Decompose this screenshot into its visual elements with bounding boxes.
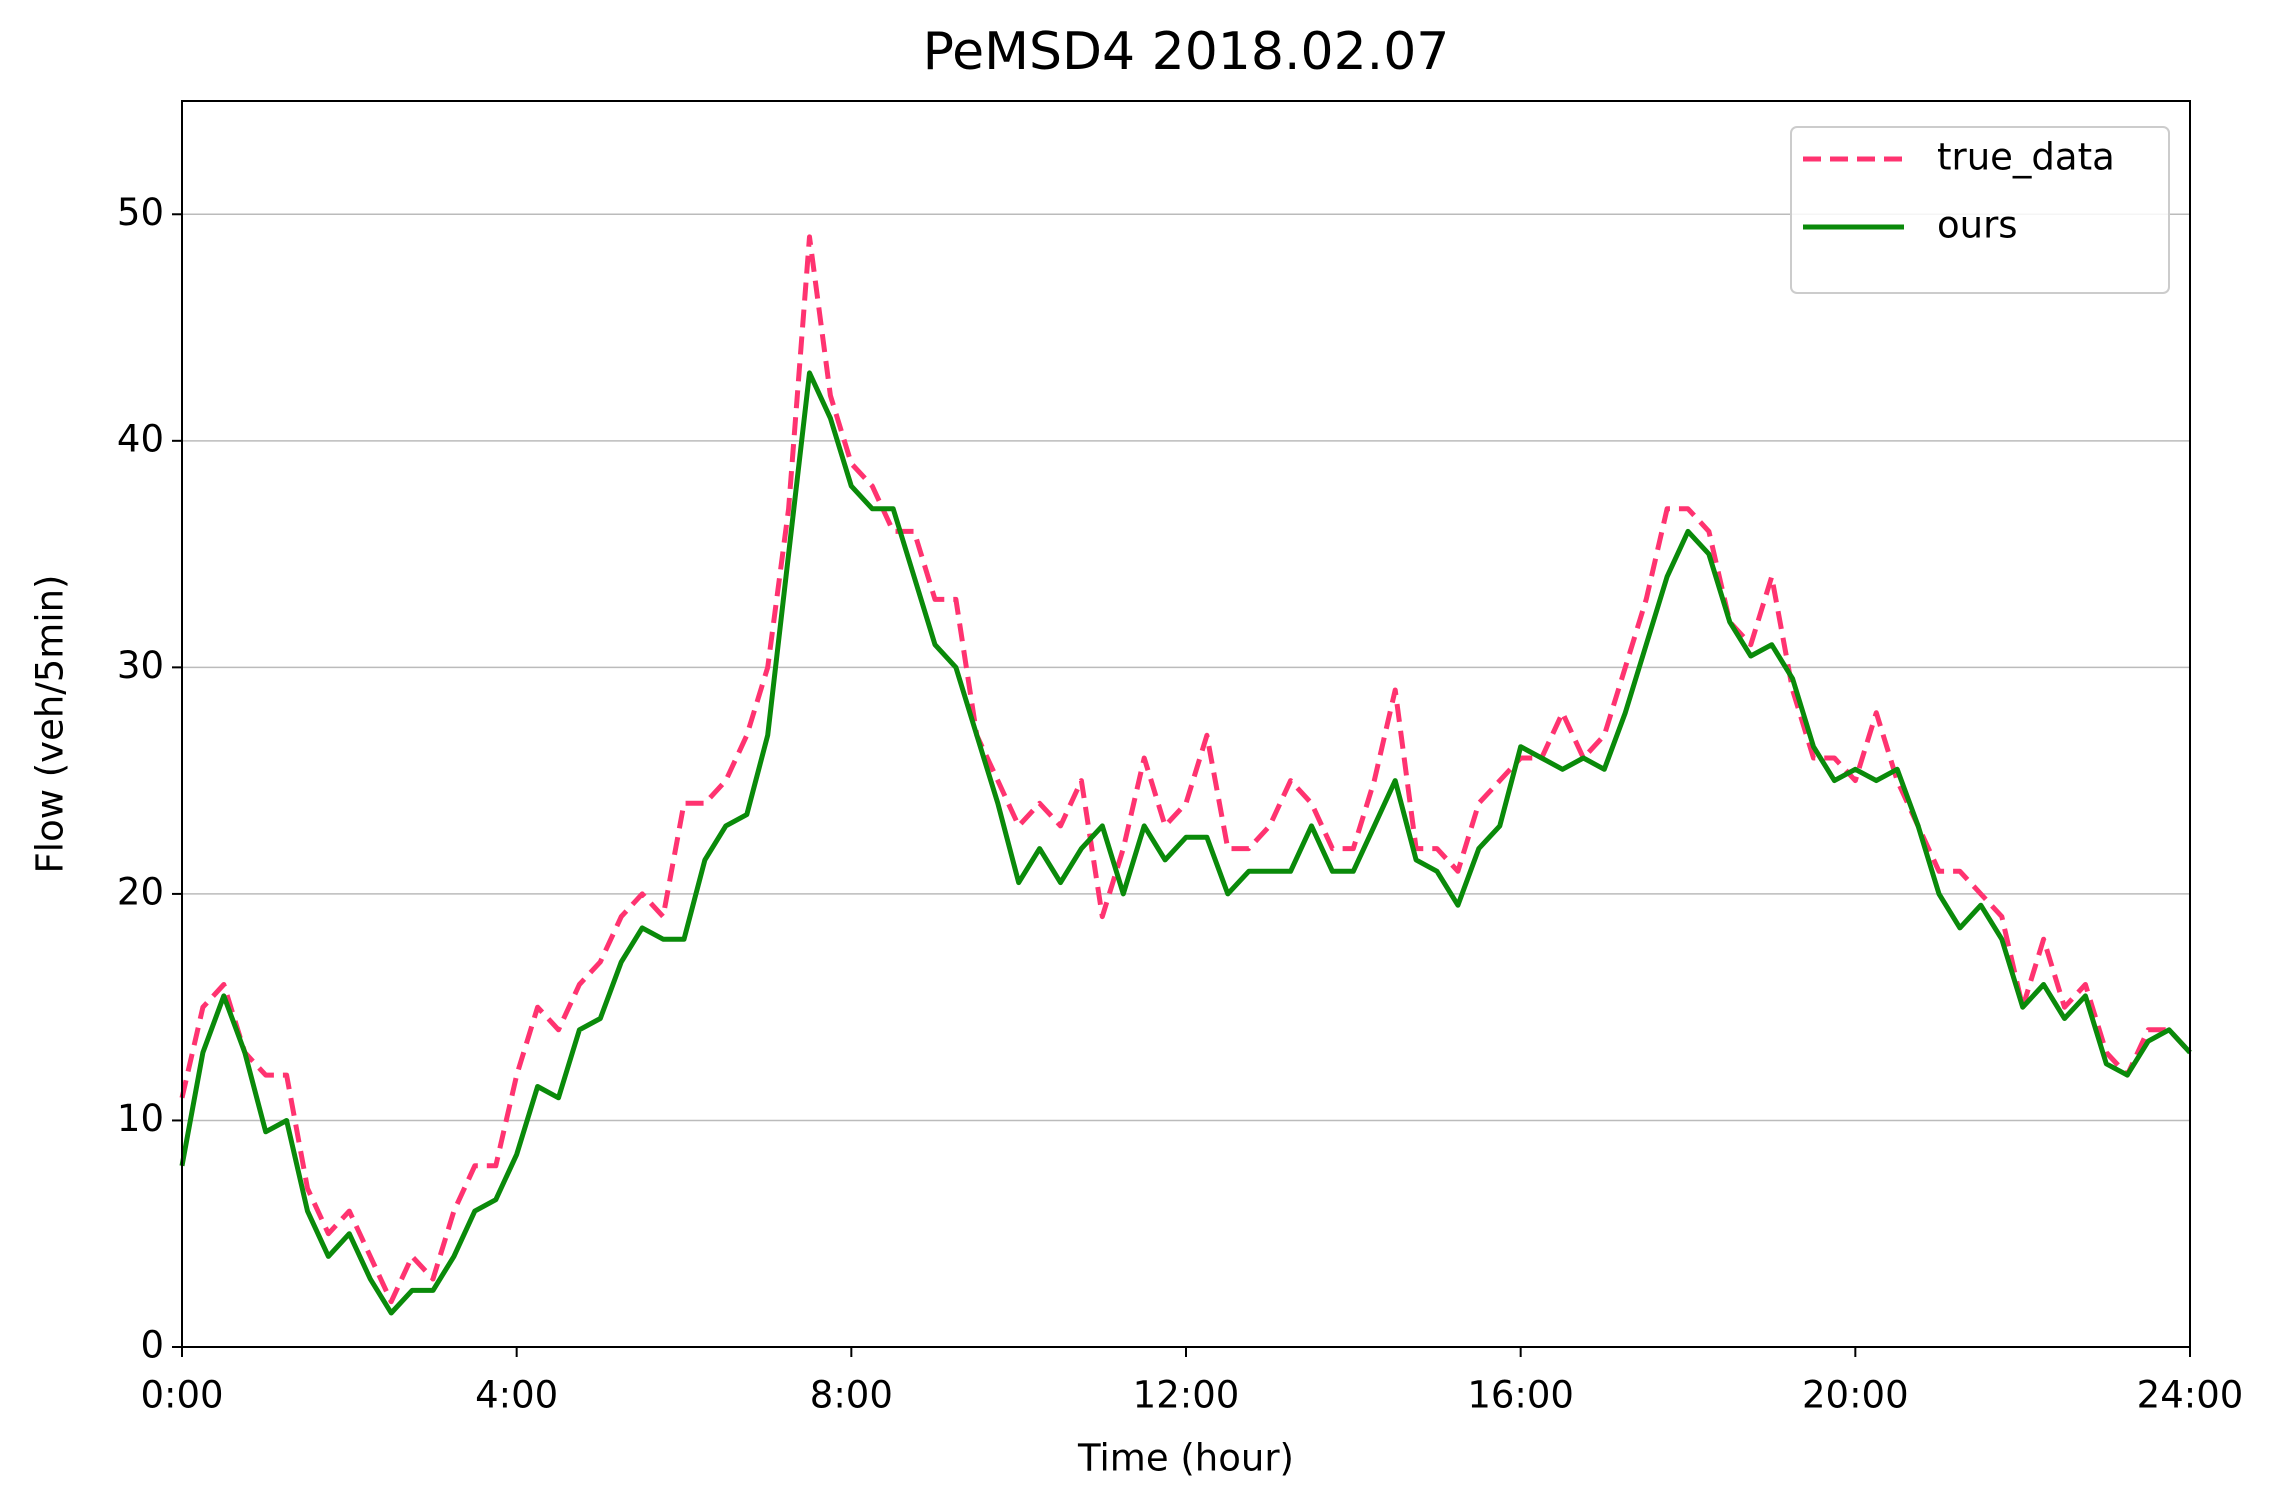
y-tick-label: 20	[117, 870, 164, 913]
x-tick-label: 16:00	[1467, 1374, 1574, 1417]
legend-label: true_data	[1937, 136, 2115, 179]
legend-label: ours	[1937, 204, 2018, 247]
data-line	[179, 234, 2192, 1305]
y-tick-label: 40	[117, 417, 164, 460]
x-tick-label: 8:00	[810, 1374, 893, 1417]
y-tick-label: 50	[117, 191, 164, 234]
y-tick-label: 10	[117, 1097, 164, 1140]
y-tick-label: 30	[117, 644, 164, 687]
x-tick-label: 0:00	[140, 1374, 223, 1417]
x-axis-label: Time (hour)	[1077, 1437, 1294, 1480]
x-tick-label: 4:00	[475, 1374, 558, 1417]
legend-box	[1790, 126, 2170, 294]
x-tick-label: 24:00	[2137, 1374, 2244, 1417]
y-axis-label: Flow (veh/5min)	[29, 575, 72, 874]
chart-title: PeMSD4 2018.02.07	[923, 22, 1450, 82]
plot-frame	[181, 100, 2191, 1348]
data-line	[179, 370, 2192, 1316]
x-tick-label: 12:00	[1133, 1374, 1240, 1417]
x-tick-label: 20:00	[1802, 1374, 1909, 1417]
y-tick-label: 0	[140, 1324, 164, 1367]
